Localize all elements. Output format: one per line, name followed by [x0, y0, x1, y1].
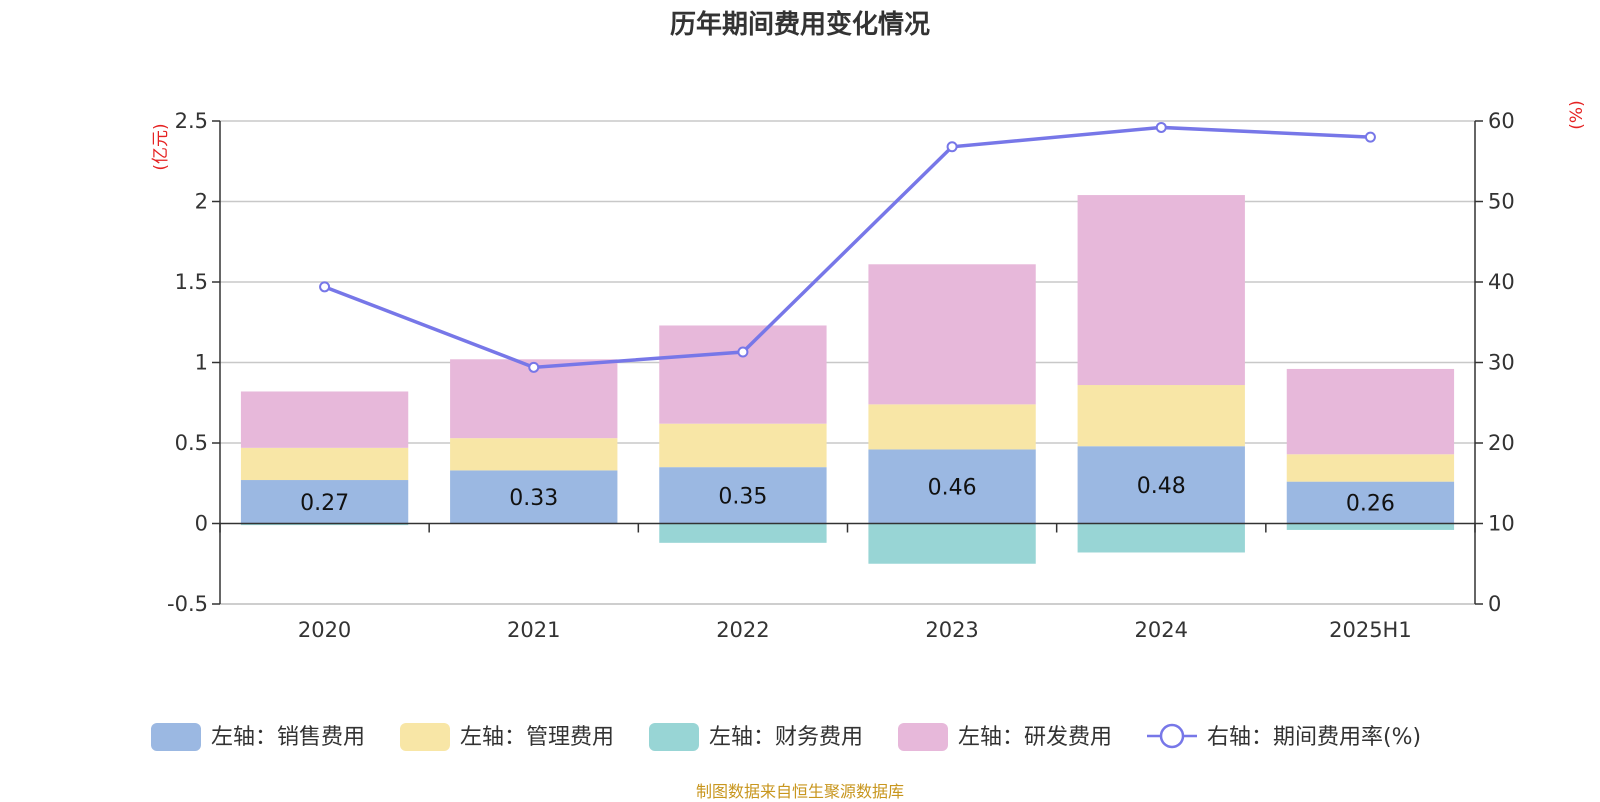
- legend-label: 右轴：期间费用率(%): [1207, 725, 1421, 750]
- bar-segment: [240, 447, 409, 481]
- legend: 左轴：销售费用 左轴：管理费用 左轴：财务费用 左轴：研发费用 右轴：期间费用率(%): [151, 723, 1421, 751]
- bar-segment: [868, 449, 1036, 524]
- right-tick-label: 50: [1488, 190, 1515, 214]
- left-tick-label: 0: [195, 512, 208, 536]
- legend-swatch: [151, 723, 201, 751]
- left-tick-label: -0.5: [167, 592, 208, 616]
- left-tick-label: 2: [195, 190, 208, 214]
- rate-line: [319, 121, 1376, 373]
- legend-label: 左轴：研发费用: [958, 725, 1112, 750]
- bar-segment: [868, 523, 1036, 564]
- bar-segment: [450, 438, 618, 471]
- bar-segment: [240, 391, 409, 448]
- right-tick-label: 30: [1488, 351, 1515, 375]
- legend-label: 左轴：财务费用: [709, 725, 863, 750]
- left-tick-label: 0.5: [175, 431, 208, 455]
- data-label: 0.26: [1346, 492, 1395, 517]
- bar-segment: [1077, 446, 1245, 524]
- bar-segment: [1077, 523, 1245, 553]
- data-labels: 0.27 0.33 0.35 0.46 0.48 0.26: [300, 474, 1395, 517]
- right-tick-label: 0: [1488, 592, 1501, 616]
- axes: -0.5 0 0.5 1 1.5 2 2.5 0 10 20 30 40 50 60 (亿元) (%) 2020…: [151, 100, 1587, 642]
- rate-point: [1155, 121, 1167, 133]
- bar-segment: [659, 467, 827, 524]
- category-label: 2025H1: [1329, 618, 1412, 642]
- right-tick-label: 60: [1488, 109, 1515, 133]
- right-tick-label: 40: [1488, 270, 1515, 294]
- data-label: 0.27: [300, 491, 349, 516]
- bar-segment: [1286, 523, 1455, 530]
- bar-segment: [240, 523, 409, 526]
- bars: [240, 195, 1455, 564]
- data-label: 0.33: [509, 486, 558, 511]
- legend-swatch: [649, 723, 699, 751]
- bar-segment: [868, 264, 1036, 405]
- bar-segment: [659, 325, 827, 424]
- category-label: 2021: [507, 618, 560, 642]
- bar-segment: [240, 480, 409, 524]
- category-label: 2024: [1135, 618, 1188, 642]
- chart-title: 历年期间费用变化情况: [669, 10, 930, 40]
- legend-label: 左轴：管理费用: [460, 725, 614, 750]
- legend-label: 左轴：销售费用: [211, 725, 365, 750]
- left-axis-unit: (亿元): [151, 123, 171, 170]
- bar-segment: [659, 423, 827, 468]
- bar-segment: [659, 523, 827, 543]
- data-label: 0.46: [928, 475, 977, 500]
- right-tick-label: 20: [1488, 431, 1515, 455]
- category-label: 2023: [925, 618, 978, 642]
- rate-point: [946, 141, 958, 153]
- bar-segment: [1077, 195, 1245, 386]
- legend-swatch: [400, 723, 450, 751]
- source-note: 制图数据来自恒生聚源数据库: [695, 782, 904, 801]
- bar-segment: [1077, 385, 1245, 447]
- bar-segment: [868, 404, 1036, 450]
- category-label: 2022: [716, 618, 769, 642]
- right-axis-unit: (%): [1567, 100, 1587, 129]
- rate-point: [1364, 131, 1376, 143]
- rate-point: [737, 346, 749, 358]
- rate-line-path: [323, 125, 1371, 370]
- right-tick-label: 10: [1488, 512, 1515, 536]
- left-tick-label: 1.5: [175, 270, 208, 294]
- data-label: 0.48: [1137, 474, 1186, 499]
- left-tick-label: 2.5: [175, 109, 208, 133]
- legend-marker: [1159, 723, 1185, 749]
- rate-point: [319, 281, 331, 293]
- grid-lines: [220, 120, 1475, 605]
- bar-segment: [1286, 481, 1455, 524]
- bar-segment: [1286, 454, 1455, 482]
- bar-segment: [1286, 368, 1455, 455]
- left-tick-label: 1: [195, 351, 208, 375]
- legend-swatch: [898, 723, 948, 751]
- category-label: 2020: [298, 618, 351, 642]
- rate-point: [528, 361, 540, 373]
- data-label: 0.35: [718, 484, 767, 509]
- bar-segment: [450, 470, 618, 524]
